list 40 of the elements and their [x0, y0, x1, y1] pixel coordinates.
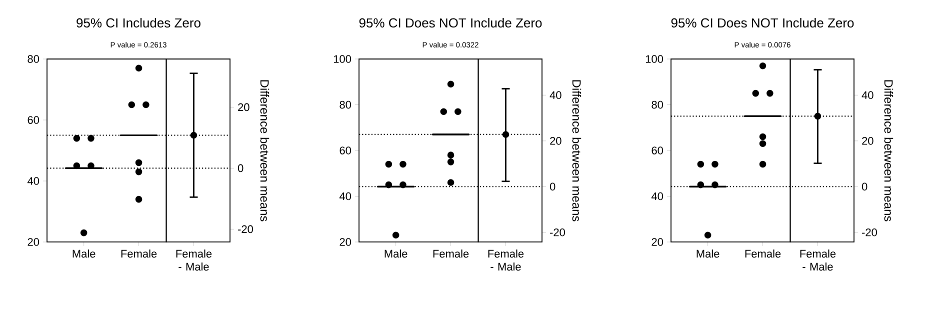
- y2-tick-label: 20: [862, 137, 874, 145]
- y2-tick-label: 0: [550, 182, 556, 191]
- y2-tick-label: -20: [550, 228, 565, 236]
- chart-title: 95% CI Does NOT Include Zero: [359, 18, 542, 28]
- y2-tick-label: 40: [550, 91, 562, 100]
- chart-title: 95% CI Does NOT Include Zero: [671, 18, 854, 28]
- y2-axis-title: Difference between means: [572, 80, 582, 222]
- y-tick-label: 60: [340, 146, 352, 154]
- x-tick-label: Male: [384, 250, 408, 258]
- x-tick-label: Female: [121, 250, 157, 258]
- y-tick-label: 100: [334, 55, 352, 63]
- chart-title: 95% CI Includes Zero: [76, 18, 200, 28]
- y2-tick-label: 40: [862, 91, 874, 100]
- y-tick-label: 20: [28, 238, 40, 246]
- y2-axis-title: Difference between means: [884, 80, 894, 222]
- y-tick-label: 20: [340, 238, 352, 246]
- x-tick-label: Female - Male: [176, 250, 212, 271]
- x-tick-label: Male: [696, 250, 720, 258]
- x-tick-label: Female - Male: [800, 250, 836, 271]
- y2-tick-label: 20: [550, 137, 562, 145]
- y-tick-label: 20: [652, 238, 664, 246]
- x-tick-label: Female - Male: [488, 250, 524, 271]
- y2-tick-label: 0: [238, 164, 244, 172]
- y-tick-label: 80: [340, 100, 352, 109]
- y-tick-label: 100: [646, 55, 664, 63]
- y2-tick-label: -20: [238, 225, 253, 234]
- y-tick-label: 40: [651, 192, 664, 200]
- x-tick-label: Male: [72, 250, 96, 258]
- y-tick-label: 60: [652, 146, 664, 154]
- y-tick-label: 60: [28, 116, 40, 124]
- y2-tick-label: 0: [862, 182, 868, 191]
- x-tick-label: Female: [745, 250, 781, 258]
- y-tick-label: 80: [28, 55, 40, 63]
- x-tick-label: Female: [433, 250, 469, 258]
- y-tick-label: 80: [652, 100, 664, 109]
- y-tick-label: 40: [339, 192, 352, 200]
- y2-tick-label: -20: [862, 228, 877, 236]
- y-tick-label: 40: [28, 177, 40, 185]
- y2-axis-title: Difference between means: [260, 80, 270, 222]
- y2-tick-label: 20: [238, 103, 250, 112]
